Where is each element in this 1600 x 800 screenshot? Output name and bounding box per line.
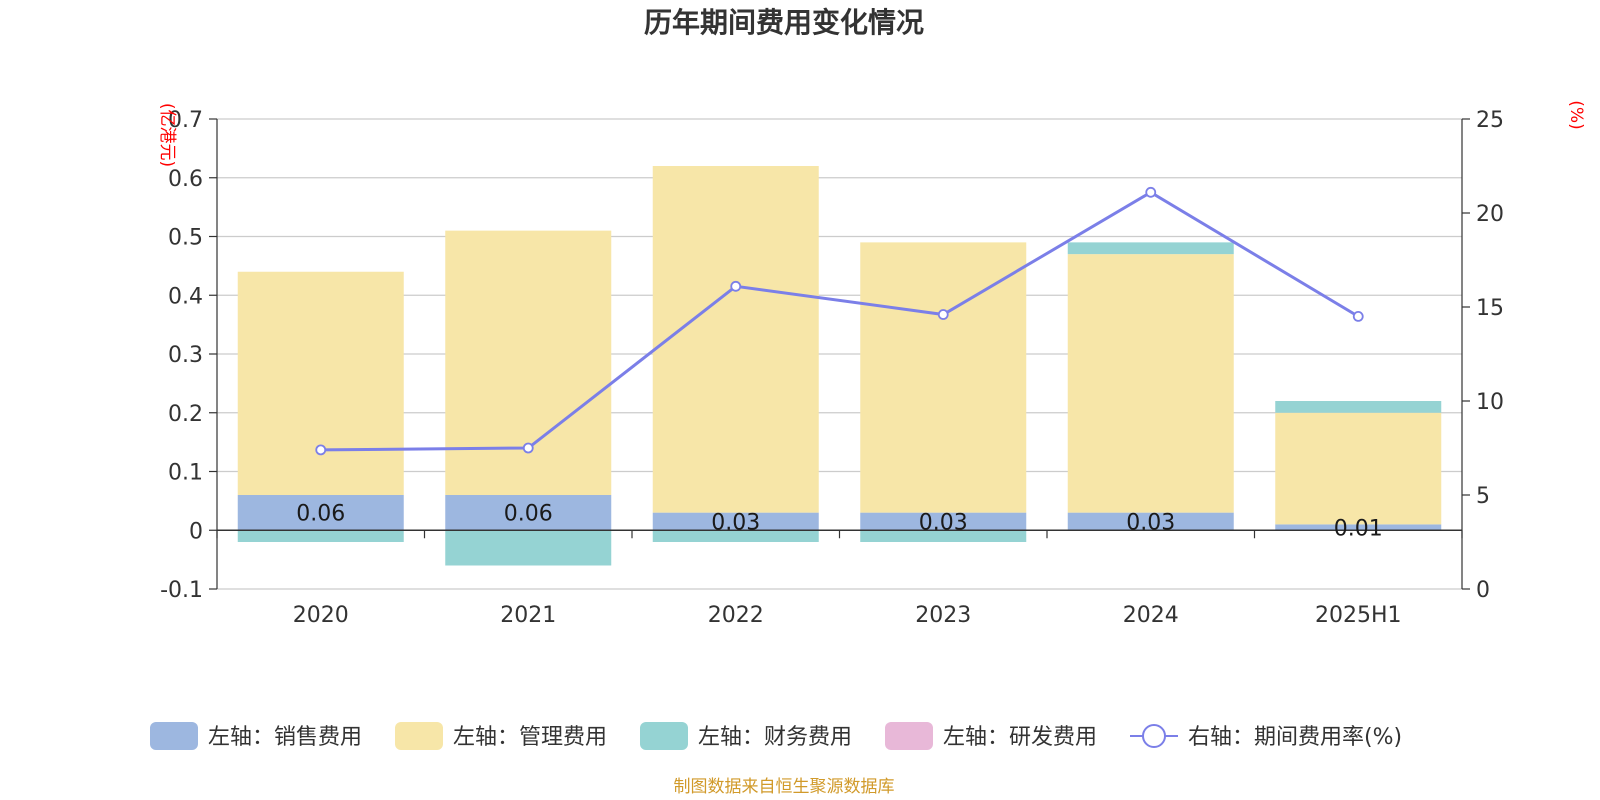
- rate-point-2024: [1145, 186, 1157, 198]
- left-tick-label: 0.1: [168, 461, 203, 486]
- right-tick-label: 20: [1476, 202, 1504, 227]
- bar-labels: 0.06 0.06 0.03 0.03 0.03 0.01: [296, 502, 1382, 542]
- bar-series-0-2022: [652, 512, 819, 531]
- bar-value-label: 0.03: [711, 510, 760, 535]
- bar-series-0-2024: [1067, 512, 1234, 531]
- bar-series-2-2024: [1067, 242, 1234, 255]
- bar-series-2-2022: [652, 530, 819, 542]
- legend-swatch-3: [885, 722, 933, 750]
- left-tick-label: 0.4: [168, 284, 203, 309]
- rate-polyline: [320, 190, 1360, 452]
- category-label: 2021: [500, 603, 556, 628]
- right-tick-label: 15: [1476, 296, 1504, 321]
- legend-label-1: 左轴：管理费用: [453, 725, 607, 750]
- right-tick-label: 0: [1476, 578, 1490, 603]
- bar-series-2-2021: [445, 530, 612, 566]
- bar-series-2-2025H1: [1275, 401, 1442, 413]
- legend-swatch-2: [640, 722, 688, 750]
- category-label: 2022: [708, 603, 764, 628]
- rate-point-2020: [315, 444, 327, 456]
- legend-label-0: 左轴：销售费用: [208, 725, 362, 750]
- legend-marker-icon: [1142, 724, 1166, 748]
- source-note: 制图数据来自恒生聚源数据库: [674, 777, 895, 797]
- bar-value-label: 0.06: [296, 502, 345, 527]
- left-tick-label: 0.3: [168, 343, 203, 368]
- left-axis-unit: (亿港元): [157, 103, 177, 167]
- bar-series-0-2023: [860, 512, 1027, 531]
- bar-value-label: 0.06: [504, 502, 553, 527]
- category-label: 2020: [293, 603, 349, 628]
- bar-series-1-2024: [1067, 254, 1234, 513]
- left-tick-label: -0.1: [160, 578, 203, 603]
- chart-title: 历年期间费用变化情况: [644, 6, 924, 39]
- bar-series-1-2022: [652, 166, 819, 513]
- axes: -0.1 0 0.1 0.2 0.3 0.4 0.5 0.6 0.7 0 5 10 15 20 25 2020…: [160, 108, 1504, 628]
- right-tick-label: 5: [1476, 484, 1490, 509]
- bar-series-2-2020: [237, 530, 404, 542]
- left-tick-label: 0.7: [168, 108, 203, 133]
- bar-series-0-2025H1: [1275, 524, 1442, 531]
- legend-label-4: 右轴：期间费用率(%): [1188, 725, 1402, 750]
- rate-point-2023: [937, 309, 949, 320]
- rate-point-2022: [730, 280, 742, 292]
- bar-value-label: 0.03: [1126, 510, 1175, 535]
- rate-point-2021: [522, 442, 534, 454]
- legend-swatch-0: [150, 722, 198, 750]
- left-tick-label: 0.5: [168, 226, 203, 251]
- left-tick-label: 0.2: [168, 402, 203, 427]
- legend: 左轴：销售费用 左轴：管理费用 左轴：财务费用 左轴：研发费用 右轴：期间费用率(%): [150, 722, 1402, 750]
- bar-series-1-2025H1: [1275, 412, 1442, 525]
- bar-value-label: 0.01: [1334, 516, 1383, 541]
- legend-label-2: 左轴：财务费用: [698, 725, 852, 750]
- bar-series-0-2021: [445, 495, 612, 531]
- rate-point-2025H1: [1352, 310, 1364, 322]
- category-label: 2025H1: [1315, 603, 1402, 628]
- category-label: 2024: [1123, 603, 1179, 628]
- bar-series-0-2020: [237, 495, 404, 531]
- left-tick-label: 0: [189, 519, 203, 544]
- bars: [237, 166, 1442, 566]
- left-tick-label: 0.6: [168, 167, 203, 192]
- bar-value-label: 0.03: [919, 510, 968, 535]
- legend-swatch-1: [395, 722, 443, 750]
- bar-series-2-2023: [860, 530, 1027, 542]
- bar-series-1-2021: [445, 230, 612, 495]
- category-label: 2023: [915, 603, 971, 628]
- legend-label-3: 左轴：研发费用: [943, 725, 1097, 750]
- bar-series-1-2023: [860, 242, 1027, 513]
- right-tick-label: 25: [1476, 108, 1504, 133]
- right-axis-unit: (%): [1566, 100, 1586, 129]
- bar-series-1-2020: [237, 271, 404, 495]
- rate-line: [315, 186, 1364, 456]
- right-tick-label: 10: [1476, 390, 1504, 415]
